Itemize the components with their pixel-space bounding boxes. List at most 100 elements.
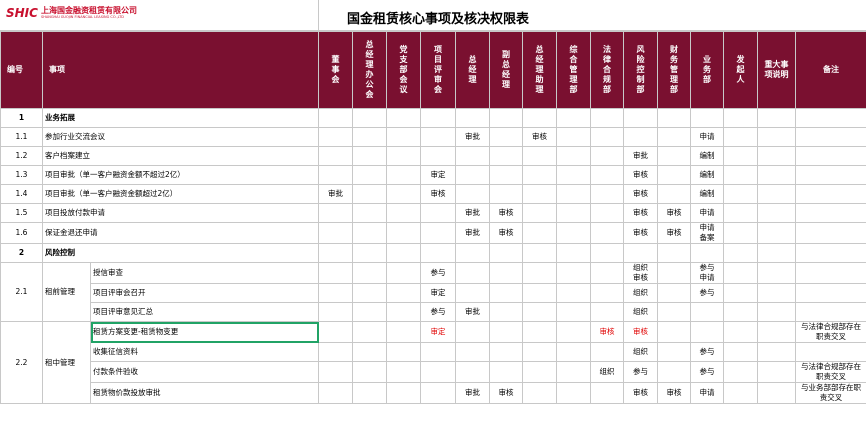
cell: 参与 xyxy=(623,361,658,383)
cell xyxy=(522,342,557,362)
cell xyxy=(522,262,557,284)
column-header: 风险控制部 xyxy=(623,31,658,109)
column-header: 总经理助理 xyxy=(522,31,557,109)
cell xyxy=(318,203,353,223)
cell xyxy=(657,243,691,263)
cell xyxy=(522,243,557,263)
cell: 申请 备案 xyxy=(690,222,724,244)
cell xyxy=(386,222,421,244)
cell xyxy=(590,184,624,204)
cell xyxy=(690,108,724,128)
cell: 审核 xyxy=(657,203,691,223)
cell xyxy=(590,382,624,404)
cell xyxy=(318,108,353,128)
cell xyxy=(590,302,624,322)
cell xyxy=(556,243,591,263)
cell: 组织 审核 xyxy=(623,262,658,284)
cell xyxy=(352,361,387,383)
cell xyxy=(690,302,724,322)
cell xyxy=(318,302,353,322)
cell xyxy=(522,361,557,383)
cell xyxy=(489,127,523,147)
cell: 审核 xyxy=(522,127,557,147)
cell xyxy=(657,361,691,383)
cell xyxy=(757,342,796,362)
column-header: 事项 xyxy=(42,31,319,109)
cell xyxy=(386,262,421,284)
note xyxy=(795,184,866,204)
cell xyxy=(522,146,557,166)
item-name: 租赁方案变更-租赁物变更 xyxy=(90,321,319,343)
cell xyxy=(757,203,796,223)
cell: 审定 xyxy=(420,321,456,343)
cell xyxy=(623,108,658,128)
cell: 审核 xyxy=(623,321,658,343)
cell: 审核 xyxy=(657,382,691,404)
cell xyxy=(757,127,796,147)
cell: 申请 xyxy=(690,127,724,147)
cell: 编制 xyxy=(690,184,724,204)
cell xyxy=(386,243,421,263)
row-number: 2.1 xyxy=(0,262,43,322)
note xyxy=(795,127,866,147)
row-number: 1.5 xyxy=(0,203,43,223)
cell xyxy=(657,262,691,284)
cell: 编制 xyxy=(690,165,724,185)
cell xyxy=(556,283,591,303)
cell xyxy=(522,302,557,322)
note: 与法律合规部存在职责交叉 xyxy=(795,361,866,383)
cell xyxy=(657,342,691,362)
item-name: 业务拓展 xyxy=(42,108,319,128)
cell: 参与 xyxy=(690,361,724,383)
note xyxy=(795,146,866,166)
note: 与业务部部存在职责交叉 xyxy=(795,382,866,404)
cell xyxy=(420,222,456,244)
cell xyxy=(352,184,387,204)
cell xyxy=(455,184,490,204)
cell: 审定 xyxy=(420,283,456,303)
cell xyxy=(522,321,557,343)
cell xyxy=(522,283,557,303)
table-row: 项目评审会召开 审定 组织 参与 xyxy=(1,283,866,303)
item-name: 参加行业交流会议 xyxy=(42,127,319,147)
cell xyxy=(690,243,724,263)
cell: 审批 xyxy=(455,302,490,322)
cell xyxy=(590,262,624,284)
cell: 审核 xyxy=(489,222,523,244)
note xyxy=(795,203,866,223)
table-row: 1.2 客户档案建立 审批 编制 xyxy=(0,146,866,166)
table-row: 收集征信资料 组织 参与 xyxy=(1,342,866,362)
row-number: 1.1 xyxy=(0,127,43,147)
cell xyxy=(757,165,796,185)
cell xyxy=(522,165,557,185)
cell xyxy=(455,146,490,166)
item-name: 风险控制 xyxy=(42,243,319,263)
cell xyxy=(420,243,456,263)
cell xyxy=(352,165,387,185)
cell xyxy=(657,108,691,128)
cell xyxy=(352,262,387,284)
cell xyxy=(386,203,421,223)
column-header: 发起人 xyxy=(723,31,758,109)
cell xyxy=(556,342,591,362)
item-name: 授信审查 xyxy=(90,262,319,284)
cell xyxy=(757,361,796,383)
cell xyxy=(318,146,353,166)
column-header: 董事会 xyxy=(318,31,353,109)
cell: 参与 申请 xyxy=(690,262,724,284)
cell xyxy=(757,262,796,284)
table-row: 1.1 参加行业交流会议 审批 审核 申请 xyxy=(0,127,866,147)
table-row: 2.1 租前管理 授信审查 参与 组织 审核 参与 申请 xyxy=(0,262,866,322)
cell xyxy=(757,108,796,128)
cell xyxy=(590,283,624,303)
cell: 审定 xyxy=(420,165,456,185)
cell xyxy=(386,342,421,362)
cell: 参与 xyxy=(420,262,456,284)
cell: 审批 xyxy=(318,184,353,204)
table-row: 租赁物价款投放审批 审批 审核 审核 审核 申请 与业务部部存在职责交叉 xyxy=(1,382,866,404)
cell: 审核 xyxy=(623,203,658,223)
cell: 审核 xyxy=(657,222,691,244)
column-header: 备注 xyxy=(795,31,866,109)
cell xyxy=(420,108,456,128)
